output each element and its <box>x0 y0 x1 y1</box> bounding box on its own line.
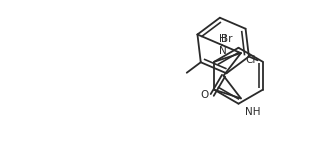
Text: O: O <box>200 90 208 100</box>
Text: Cl: Cl <box>246 55 256 65</box>
Text: NH: NH <box>245 107 260 117</box>
Text: Br: Br <box>221 34 233 44</box>
Text: H: H <box>219 34 226 44</box>
Text: N: N <box>219 46 226 56</box>
